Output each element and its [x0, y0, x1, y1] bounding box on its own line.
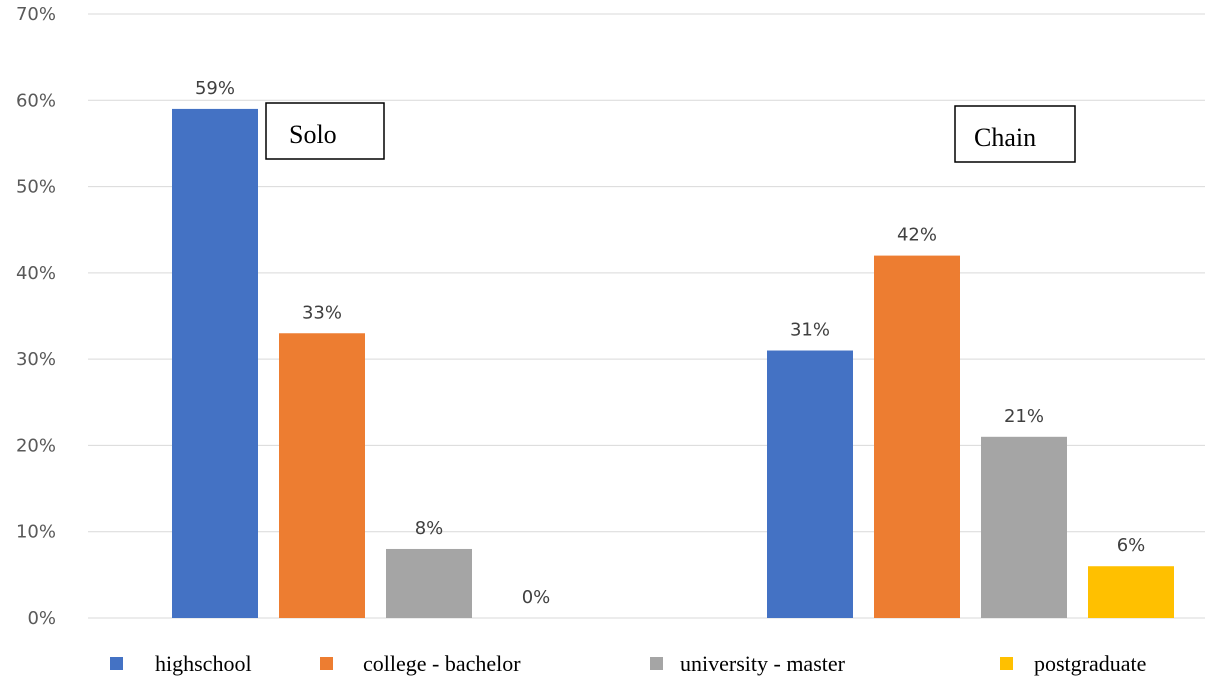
- gridlines: [88, 13, 1205, 619]
- legend-swatch-university-master: [650, 657, 663, 670]
- bars: [172, 108, 1174, 619]
- y-tick-label: 50%: [16, 177, 56, 198]
- data-label: 42%: [897, 225, 937, 246]
- bar: [279, 333, 365, 618]
- group-box-chain-frame: [954, 105, 1076, 163]
- bar: [386, 548, 472, 618]
- y-tick-label: 60%: [16, 90, 56, 111]
- y-tick-label: 40%: [16, 263, 56, 284]
- legend-swatch-highschool: [110, 657, 123, 670]
- legend-swatch-postgraduate: [1000, 657, 1013, 670]
- y-tick-label: 0%: [27, 608, 56, 629]
- y-tick-label: 10%: [16, 522, 56, 543]
- legend: highschool college - bachelor university…: [110, 651, 1146, 676]
- bar: [767, 350, 853, 618]
- bar: [1088, 566, 1174, 618]
- y-tick-label: 20%: [16, 435, 56, 456]
- data-label: 33%: [302, 302, 342, 323]
- legend-swatch-college-bachelor: [320, 657, 333, 670]
- group-label-solo: Solo: [289, 120, 337, 149]
- group-box-solo: Solo: [265, 102, 385, 160]
- data-label: 8%: [415, 518, 444, 539]
- data-label: 59%: [195, 78, 235, 99]
- bar: [981, 436, 1067, 618]
- legend-label-postgraduate: postgraduate: [1034, 651, 1146, 676]
- legend-label-university-master: university - master: [680, 651, 846, 676]
- group-box-solo-frame: [265, 102, 385, 160]
- legend-label-highschool: highschool: [155, 651, 252, 676]
- group-box-chain: Chain: [954, 105, 1076, 163]
- data-label: 0%: [522, 587, 551, 608]
- bar: [874, 255, 960, 618]
- group-label-chain: Chain: [974, 123, 1036, 152]
- data-label: 21%: [1004, 406, 1044, 427]
- data-label: 31%: [790, 320, 830, 341]
- data-labels: 59% 31% 33% 42% 8% 21% 0% 6%: [195, 78, 1145, 608]
- legend-label-college-bachelor: college - bachelor: [363, 651, 521, 676]
- y-tick-label: 30%: [16, 349, 56, 370]
- bar: [172, 108, 258, 619]
- y-axis-ticks: 0% 10% 20% 30% 40% 50% 60% 70%: [16, 4, 56, 629]
- data-label: 6%: [1117, 535, 1146, 556]
- y-tick-label: 70%: [16, 4, 56, 25]
